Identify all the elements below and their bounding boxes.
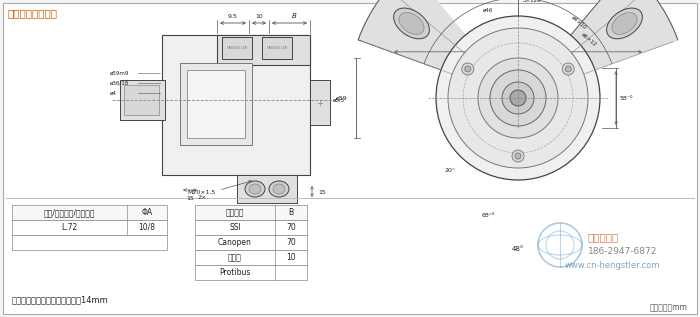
Polygon shape — [358, 0, 678, 49]
Text: 3×120°: 3×120° — [523, 0, 545, 3]
Bar — [12, 205, 167, 220]
Text: 58⁻⁰: 58⁻⁰ — [620, 95, 634, 100]
Ellipse shape — [273, 184, 285, 194]
Text: 电气接口: 电气接口 — [225, 208, 244, 217]
Bar — [124, 85, 159, 115]
Bar — [237, 175, 297, 203]
Bar — [12, 235, 167, 250]
Text: ø4: ø4 — [110, 90, 117, 95]
Bar — [195, 205, 307, 220]
Polygon shape — [518, 0, 678, 98]
Text: 70: 70 — [286, 238, 296, 247]
Circle shape — [515, 153, 521, 159]
Text: 68°⁰: 68°⁰ — [482, 213, 495, 218]
Text: B: B — [292, 13, 297, 19]
Text: 20°: 20° — [444, 167, 456, 172]
Text: SSI: SSI — [229, 223, 241, 232]
Circle shape — [462, 63, 474, 75]
Text: L.72: L.72 — [62, 223, 78, 232]
Text: HENGSTLER: HENGSTLER — [226, 46, 248, 50]
Text: ø59m9: ø59m9 — [110, 70, 130, 75]
Text: Protibus: Protibus — [219, 268, 251, 277]
Text: 186-2947-6872: 186-2947-6872 — [588, 247, 657, 256]
Ellipse shape — [269, 181, 289, 197]
Text: 模拟量: 模拟量 — [228, 253, 242, 262]
Circle shape — [465, 66, 471, 72]
Bar — [262, 37, 292, 59]
Text: B: B — [288, 208, 293, 217]
Text: 15: 15 — [318, 190, 326, 195]
Text: 西安德圆坊: 西安德圆坊 — [588, 232, 620, 242]
Ellipse shape — [399, 13, 424, 34]
Text: M20×1.5
2×: M20×1.5 2× — [188, 180, 251, 200]
Text: Canopen: Canopen — [218, 238, 252, 247]
Bar — [222, 37, 252, 59]
Bar — [195, 220, 307, 235]
Bar — [120, 80, 165, 120]
Ellipse shape — [245, 181, 265, 197]
Bar — [217, 35, 310, 65]
Bar — [195, 250, 307, 265]
Bar — [195, 235, 307, 250]
Text: ø5.5: ø5.5 — [333, 98, 345, 102]
Circle shape — [490, 70, 546, 126]
Circle shape — [562, 63, 574, 75]
Text: 10: 10 — [286, 253, 296, 262]
Text: HENGSTLER: HENGSTLER — [266, 46, 288, 50]
Text: 推荐的电缆密封管的螺纹长度：14mm: 推荐的电缆密封管的螺纹长度：14mm — [12, 295, 109, 305]
Text: 10/8: 10/8 — [139, 223, 155, 232]
Text: 15: 15 — [186, 196, 194, 201]
Ellipse shape — [393, 8, 429, 39]
Text: 48°: 48° — [512, 246, 524, 252]
Circle shape — [478, 58, 558, 138]
Text: 连接：径向双输出: 连接：径向双输出 — [8, 8, 58, 18]
Bar — [310, 80, 330, 125]
Ellipse shape — [612, 13, 637, 34]
Circle shape — [436, 16, 600, 180]
Text: 单位尺寸：mm: 单位尺寸：mm — [650, 303, 688, 313]
Circle shape — [463, 43, 573, 153]
Circle shape — [512, 150, 524, 162]
Text: +: + — [316, 99, 323, 107]
Text: ø36/18: ø36/18 — [110, 81, 130, 86]
Circle shape — [502, 82, 534, 114]
Bar — [187, 70, 245, 138]
Text: 70: 70 — [286, 223, 296, 232]
Text: ø46: ø46 — [482, 8, 493, 12]
Text: 10: 10 — [255, 14, 263, 19]
Circle shape — [510, 90, 526, 106]
Circle shape — [448, 28, 588, 168]
Ellipse shape — [607, 8, 643, 39]
Circle shape — [565, 66, 571, 72]
Bar — [180, 63, 252, 145]
Text: 安装/防护等级/轴－代码: 安装/防护等级/轴－代码 — [43, 208, 95, 217]
Polygon shape — [358, 0, 518, 98]
Text: ø6×12: ø6×12 — [580, 32, 597, 48]
Bar — [162, 35, 310, 175]
Text: 9.5: 9.5 — [228, 14, 238, 19]
Text: www.cn-hengstler.com: www.cn-hengstler.com — [565, 261, 660, 269]
Text: ΦA: ΦA — [141, 208, 153, 217]
Bar — [195, 265, 307, 280]
Text: ø4×10: ø4×10 — [570, 15, 587, 31]
Bar — [12, 220, 167, 235]
Ellipse shape — [249, 184, 261, 194]
Text: ø59: ø59 — [336, 95, 348, 100]
